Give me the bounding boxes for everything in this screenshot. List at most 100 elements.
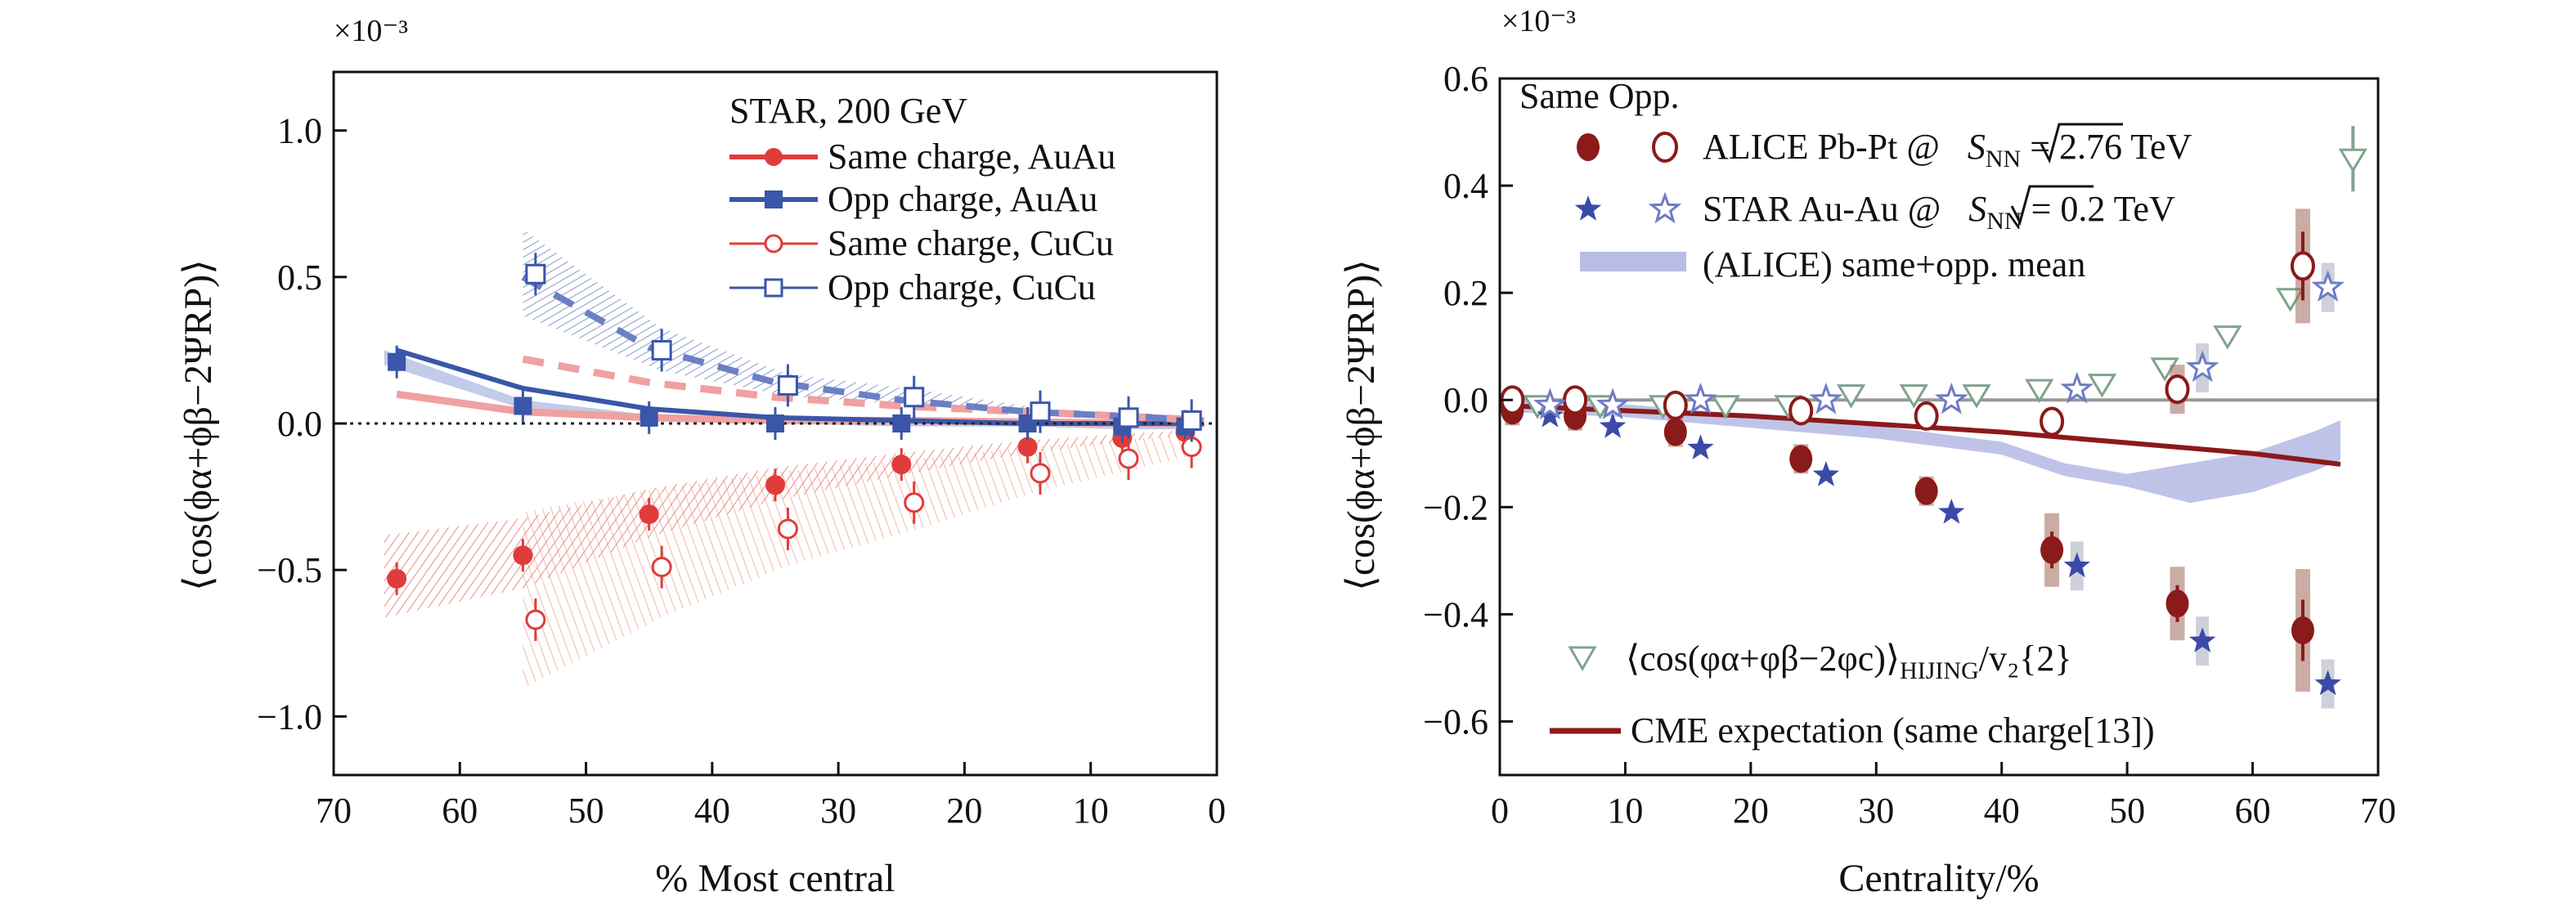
left-point-opp-cucu — [525, 263, 546, 285]
right-mean-band — [1500, 398, 2340, 504]
left-data-points — [387, 253, 1202, 642]
left-point-opp-cucu — [777, 374, 798, 396]
left-point-opp-auau — [514, 397, 532, 415]
left-x-tick-label: 0 — [1208, 791, 1226, 831]
left-x-tick-label: 10 — [1073, 791, 1109, 831]
right-y-tick-label: −0.6 — [1423, 701, 1488, 742]
right-point-hijing — [2338, 148, 2367, 173]
right-axis-ticks: 0 10 20 30 40 50 60 70 0.6 0.4 0.2 0.0 −0.2 −0.4 −0.6 — [1423, 59, 2396, 831]
left-band-same-cucu — [523, 433, 1192, 689]
right-point-hijing — [2213, 325, 2242, 350]
left-point-same-auau — [765, 475, 785, 495]
right-x-tick-label: 40 — [1984, 791, 2020, 831]
right-point-alice-opp — [1663, 390, 1688, 420]
right-point-alice-opp — [1788, 396, 1814, 426]
right-data-points — [1500, 126, 2367, 709]
right-point-star-opp — [1595, 388, 1630, 420]
left-uncertainty-bands — [384, 229, 1192, 689]
left-legend-title: STAR, 200 GeV — [729, 91, 967, 131]
left-y-tick-label: −0.5 — [257, 550, 322, 590]
right-y-tick-label: 0.0 — [1443, 380, 1488, 420]
right-y-tick-label: −0.2 — [1423, 487, 1488, 527]
right-point-alice-same — [1789, 445, 1813, 473]
right-point-alice-opp — [2040, 406, 2065, 437]
legend-hijing-sub: HIJING — [1900, 657, 1979, 684]
legend-alice-tail: = 2.76 TeV — [2021, 127, 2192, 167]
left-y-tick-label: 0.5 — [277, 258, 322, 298]
left-x-tick-label: 30 — [820, 791, 856, 831]
right-point-hijing — [2025, 379, 2054, 404]
left-point-opp-auau — [388, 352, 406, 371]
right-point-star-opp — [1684, 382, 1717, 414]
right-point-alice-same — [2165, 589, 2189, 618]
legend-hijing-tail: /v₂{2} — [1979, 638, 2072, 679]
right-x-tick-label: 70 — [2360, 791, 2396, 831]
right-x-tick-label: 0 — [1491, 791, 1509, 831]
right-point-star-opp — [1935, 382, 1968, 414]
left-point-same-auau — [891, 455, 912, 475]
left-x-tick-label: 50 — [568, 791, 604, 831]
right-point-star-same — [2314, 670, 2341, 696]
legend-entry-hijing: ⟨cos(φα+φβ−2φc)⟩HIJING/v₂{2} — [1568, 638, 2072, 684]
left-point-same-auau — [1017, 437, 1038, 457]
right-y-tick-label: 0.6 — [1443, 59, 1488, 99]
right-point-alice-opp — [2165, 374, 2190, 405]
legend-entry-opp-auau: Opp charge, AuAu — [729, 179, 1097, 219]
left-axis-ticks: 70 60 50 40 30 20 10 0 1.0 0.5 0.0 −0.5 −1.0 — [257, 111, 1226, 831]
legend-alice-sqrt: S — [1968, 127, 1986, 167]
svg-text:⟨cos(φα+φβ−2φc)⟩HIJING/v₂{2}: ⟨cos(φα+φβ−2φc)⟩HIJING/v₂{2} — [1626, 638, 2072, 684]
legend-entry-same-auau: Same charge, AuAu — [729, 137, 1115, 177]
left-point-opp-cucu — [1181, 410, 1202, 431]
right-chart-panel: ×10⁻³ 0 10 20 30 40 50 60 70 0.6 0.4 0.2 0.0 −0.2 −0.… — [1340, 4, 2396, 900]
left-point-opp-cucu — [1118, 407, 1139, 428]
legend-label-mean: (ALICE) same+opp. mean — [1703, 244, 2085, 285]
legend-star-open-icon — [1648, 191, 1682, 224]
left-band-opp-auau — [384, 350, 1192, 430]
left-band-opp-cucu — [523, 229, 1192, 422]
left-point-opp-auau — [766, 414, 784, 432]
right-point-star-opp — [1809, 382, 1843, 414]
left-multiplier: ×10⁻³ — [334, 14, 408, 48]
legend-star-filled-icon — [1574, 195, 1602, 221]
right-point-star-same — [1938, 498, 1965, 524]
right-point-star-opp — [2185, 350, 2219, 383]
right-point-star-same — [1687, 434, 1714, 459]
right-point-star-same — [1599, 413, 1627, 438]
right-point-star-opp — [1533, 388, 1567, 420]
legend-label-cme: CME expectation (same charge[13]) — [1631, 710, 2155, 750]
left-point-same-cucu — [904, 492, 925, 513]
right-point-hijing — [2087, 374, 2117, 398]
legend-label-opp-auau: Opp charge, AuAu — [828, 179, 1097, 219]
right-legend: Same Opp. ALICE Pb-Pt @ SNN = 2.76 TeV ST… — [1519, 76, 2192, 750]
left-point-same-cucu — [1118, 448, 1139, 469]
right-multiplier: ×10⁻³ — [1501, 4, 1576, 38]
right-x-tick-label: 50 — [2109, 791, 2145, 831]
left-y-tick-label: 1.0 — [277, 111, 322, 151]
right-x-tick-label: 30 — [1858, 791, 1894, 831]
right-y-axis-label: ⟨cos(ϕα+ϕβ−2ΨRP)⟩ — [1340, 259, 1383, 591]
left-x-tick-label: 60 — [442, 791, 478, 831]
right-point-star-same — [1537, 401, 1564, 428]
left-point-same-auau — [639, 504, 659, 525]
left-point-same-cucu — [651, 557, 672, 578]
legend-entry-opp-cucu: Opp charge, CuCu — [729, 267, 1096, 307]
right-x-axis-label: Centrality/% — [1838, 857, 2039, 900]
legend-label-opp-cucu: Opp charge, CuCu — [828, 267, 1096, 307]
right-y-tick-label: −0.4 — [1423, 594, 1488, 634]
left-y-tick-label: 0.0 — [277, 404, 322, 444]
legend-star-sqrt: S — [1968, 189, 1986, 229]
legend-star-sub: NN — [1986, 208, 2022, 235]
right-x-tick-label: 60 — [2235, 791, 2271, 831]
legend-label-hijing: ⟨cos(φα+φβ−2φc)⟩ — [1626, 638, 1900, 679]
right-y-tick-label: 0.2 — [1443, 273, 1488, 313]
legend-entry-cme: CME expectation (same charge[13]) — [1550, 710, 2155, 750]
right-point-alice-same — [1663, 418, 1687, 446]
right-point-alice-same — [1914, 477, 1938, 505]
right-cme-curve — [1499, 402, 2341, 467]
right-point-star-same — [1812, 461, 1840, 486]
left-chart-panel: ×10⁻³ 70 60 50 40 30 20 10 0 1.0 0.5 0.0 −0.5 −1.0 %… — [177, 14, 1226, 900]
left-legend: STAR, 200 GeV Same charge, AuAu Opp char… — [729, 91, 1115, 307]
left-point-opp-cucu — [1030, 401, 1051, 423]
left-point-opp-cucu — [651, 339, 672, 361]
left-x-tick-label: 40 — [694, 791, 730, 831]
